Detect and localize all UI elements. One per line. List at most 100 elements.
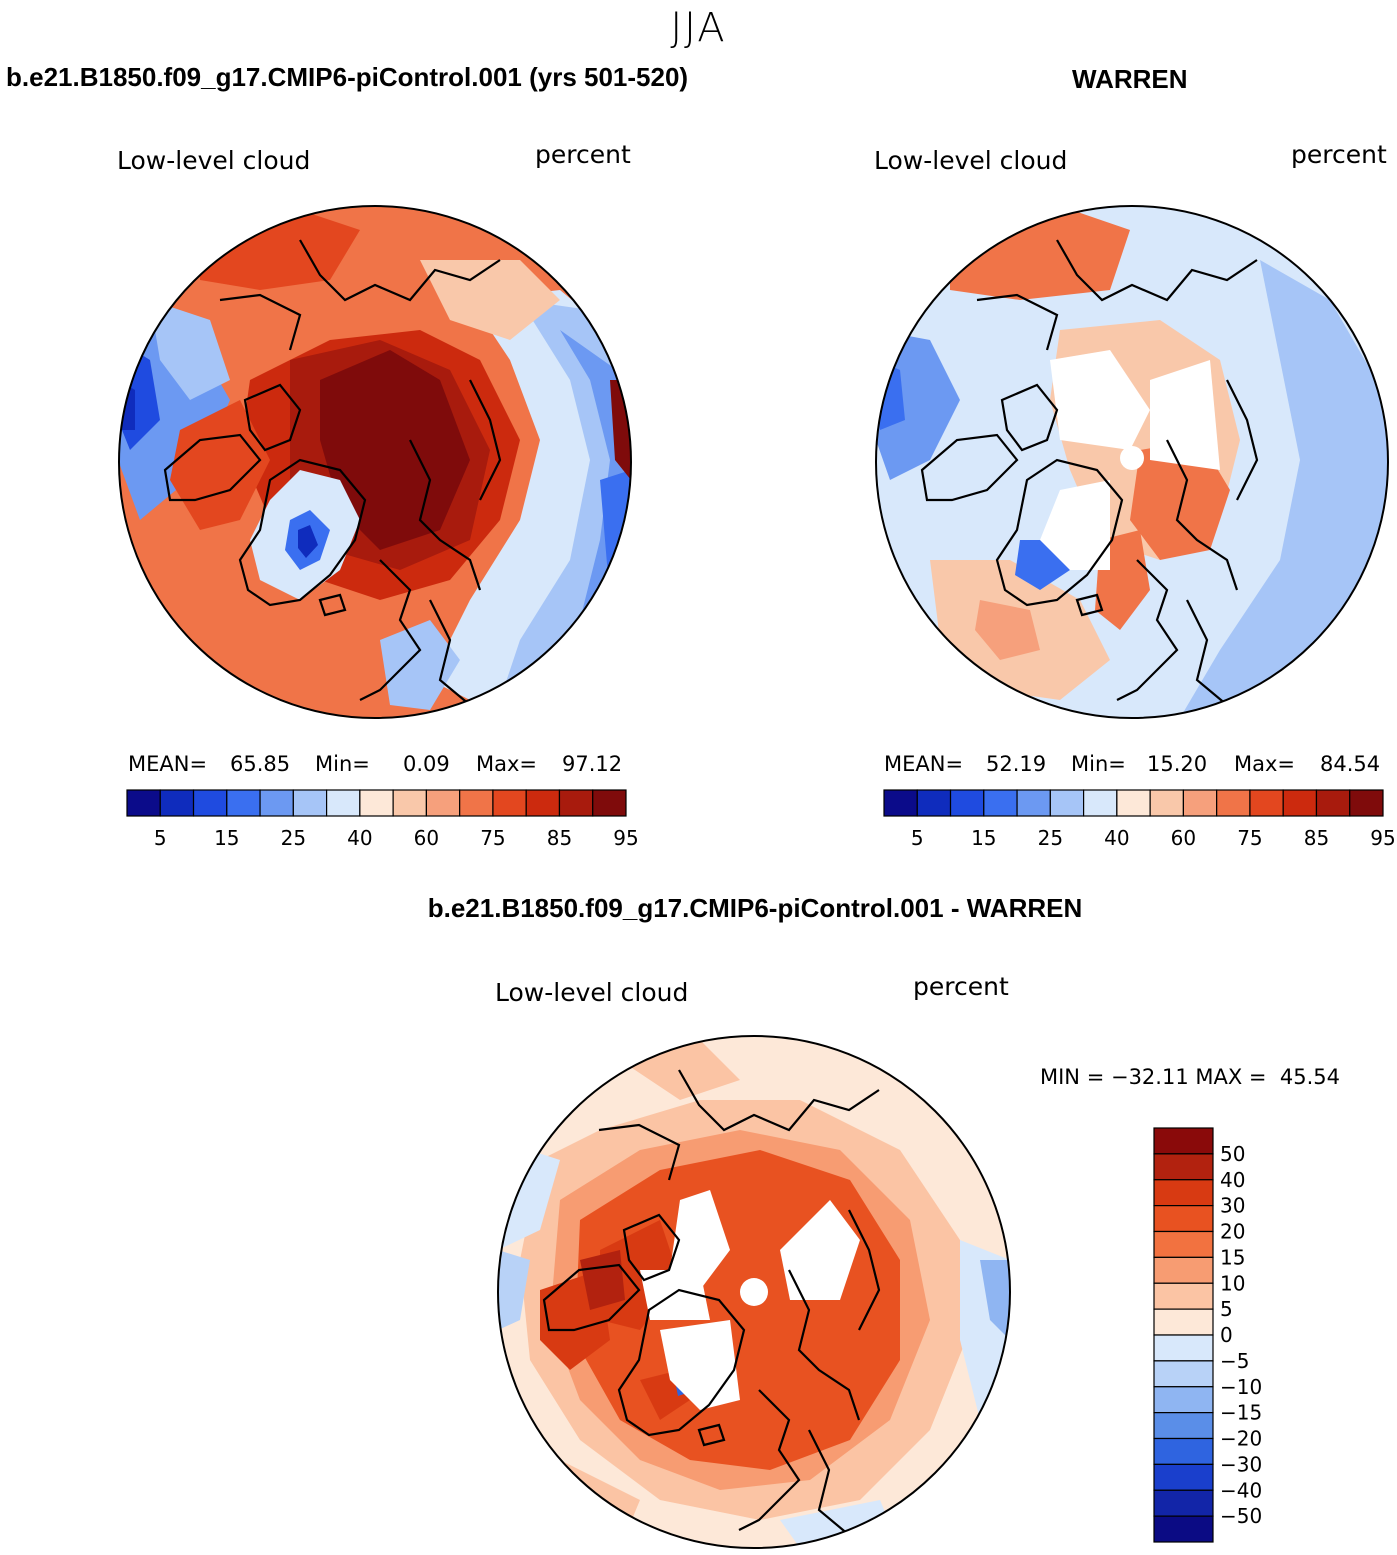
colorbar-obs-tick-label: 95 (1370, 826, 1395, 850)
colorbar-model-tick-label: 5 (154, 826, 167, 850)
colorbar-diff-swatch (1153, 1489, 1214, 1517)
colorbar-model-tick-label: 60 (414, 826, 439, 850)
panel-title-obs: WARREN (1072, 64, 1188, 94)
colorbar-diff-swatch (1153, 1205, 1214, 1233)
colorbar-model-swatch (592, 789, 627, 817)
colorbar-model-swatch (492, 789, 527, 817)
colorbar-obs-swatch (1182, 789, 1218, 817)
colorbar-model-swatch (259, 789, 294, 817)
colorbar-obs-swatch (1082, 789, 1118, 817)
colorbar-diff-swatch (1153, 1386, 1214, 1414)
colorbar-obs-swatch (1282, 789, 1318, 817)
colorbar-model-swatch (326, 789, 361, 817)
colorbar-diff-swatch (1153, 1334, 1214, 1362)
colorbar-obs-swatch (1116, 789, 1151, 817)
colorbar-model-swatch (425, 789, 461, 817)
colorbar-model-tick-label: 95 (613, 826, 638, 850)
units-label-model: percent (535, 140, 631, 169)
stats-min-label-model: Min= (315, 752, 370, 776)
colorbar-diff-swatch (1153, 1515, 1214, 1543)
stats-min-obs: 15.20 (1147, 752, 1208, 776)
colorbar-model-swatch (292, 789, 328, 817)
variable-label-obs: Low-level cloud (874, 146, 1068, 175)
colorbar-diff-swatch (1153, 1230, 1214, 1258)
colorbar-obs-swatch (1216, 789, 1251, 817)
colorbar-diff-tick-label: 5 (1220, 1297, 1233, 1321)
colorbar-obs-tick-label: 75 (1237, 826, 1262, 850)
map-diff (497, 1035, 1011, 1549)
variable-label-model: Low-level cloud (117, 146, 311, 175)
colorbar-obs-tick-label: 15 (971, 826, 996, 850)
colorbar-obs-tick-label: 40 (1104, 826, 1129, 850)
colorbar-model-tick-label: 75 (480, 826, 505, 850)
colorbar-diff-tick-label: 50 (1220, 1142, 1245, 1166)
colorbar-model-swatch (226, 789, 261, 817)
colorbar-obs-swatch (883, 789, 918, 817)
colorbar-diff-tick-label: 15 (1220, 1245, 1245, 1269)
colorbar-diff-tick-label: 30 (1220, 1194, 1245, 1218)
colorbar-diff-tick-label: −15 (1220, 1401, 1262, 1425)
colorbar-diff-swatch (1153, 1127, 1214, 1155)
stats-mean-obs: 52.19 (986, 752, 1047, 776)
map-obs (875, 205, 1389, 719)
colorbar-model: 5 15 25 40 60 75 85 95 (126, 789, 639, 850)
stats-min-label-obs: Min= (1071, 752, 1126, 776)
colorbar-diff-swatch (1153, 1463, 1214, 1491)
colorbar-diff-tick-label: 10 (1220, 1271, 1245, 1295)
colorbar-diff-swatch (1153, 1179, 1214, 1207)
colorbar-diff-swatch (1153, 1256, 1214, 1284)
colorbar-diff-tick-label: −40 (1220, 1478, 1262, 1502)
colorbar-obs-swatch (1149, 789, 1184, 817)
units-label-obs: percent (1291, 140, 1387, 169)
panel-title-diff: b.e21.B1850.f09_g17.CMIP6-piControl.001 … (427, 893, 1083, 923)
colorbar-obs-tick-label: 60 (1171, 826, 1196, 850)
stats-max-label-obs: Max= (1234, 752, 1296, 776)
colorbar-diff-tick-label: −30 (1220, 1452, 1262, 1476)
colorbar-model-swatch (392, 789, 427, 817)
colorbar-diff-tick-label: −20 (1220, 1427, 1262, 1451)
colorbar-diff-swatch (1153, 1153, 1214, 1181)
colorbar-obs-swatch (1315, 789, 1351, 817)
colorbar-diff-tick-label: −5 (1220, 1349, 1249, 1373)
colorbar-diff-swatch (1153, 1282, 1214, 1310)
stats-mean-model: 65.85 (230, 752, 291, 776)
colorbar-obs: 5 15 25 40 60 75 85 95 (883, 789, 1396, 850)
colorbar-diff-tick-label: 20 (1220, 1220, 1245, 1244)
stats-mean-label-obs: MEAN= (884, 752, 964, 776)
colorbar-diff-swatch (1153, 1360, 1214, 1388)
stats-diff: MIN = −32.11 MAX = 45.54 (1040, 1065, 1340, 1089)
variable-label-diff: Low-level cloud (495, 978, 689, 1007)
colorbar-model-swatch (192, 789, 228, 817)
colorbar-model-tick-label: 15 (214, 826, 239, 850)
colorbar-obs-swatch (949, 789, 985, 817)
colorbar-obs-tick-label: 25 (1038, 826, 1063, 850)
colorbar-diff-tick-label: −50 (1220, 1504, 1262, 1528)
colorbar-obs-tick-label: 85 (1304, 826, 1329, 850)
map-model (118, 205, 632, 719)
stats-max-obs: 84.54 (1320, 752, 1381, 776)
stats-max-model: 97.12 (562, 752, 623, 776)
colorbar-model-tick-label: 40 (347, 826, 372, 850)
colorbar-model-swatch (459, 789, 494, 817)
colorbar-obs-swatch (1249, 789, 1284, 817)
figure-title: JJA (670, 5, 727, 51)
colorbar-obs-tick-label: 5 (911, 826, 924, 850)
stats-min-model: 0.09 (403, 752, 450, 776)
colorbar-obs-swatch (1016, 789, 1051, 817)
colorbar-obs-swatch (1049, 789, 1085, 817)
colorbar-diff-swatch (1153, 1308, 1214, 1336)
colorbar-model-swatch (126, 789, 161, 817)
colorbar-model-swatch (525, 789, 561, 817)
colorbar-model-tick-label: 85 (547, 826, 572, 850)
colorbar-diff-swatch (1153, 1437, 1214, 1465)
colorbar-diff-tick-label: 0 (1220, 1323, 1233, 1347)
colorbar-model-swatch (159, 789, 195, 817)
colorbar-obs-swatch (1349, 789, 1384, 817)
stats-mean-label-model: MEAN= (128, 752, 208, 776)
colorbar-diff-swatch (1153, 1412, 1214, 1440)
colorbar-model-swatch (359, 789, 394, 817)
colorbar-diff-tick-label: 40 (1220, 1168, 1245, 1192)
units-label-diff: percent (913, 972, 1009, 1001)
